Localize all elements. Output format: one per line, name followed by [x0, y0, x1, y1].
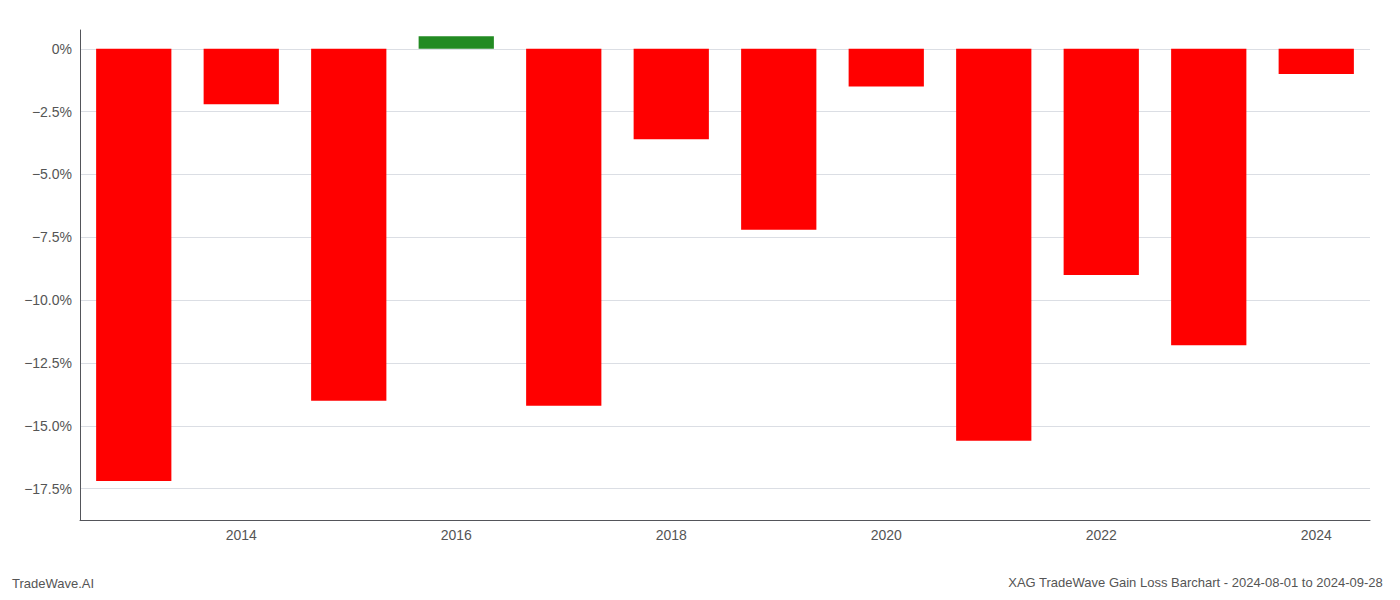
svg-text:TradeWave.AI: TradeWave.AI: [12, 576, 94, 591]
svg-text:2024: 2024: [1301, 527, 1332, 543]
svg-text:−17.5%: −17.5%: [24, 481, 72, 497]
svg-text:XAG TradeWave Gain Loss Barcha: XAG TradeWave Gain Loss Barchart - 2024-…: [1008, 575, 1383, 590]
svg-text:2014: 2014: [226, 527, 257, 543]
svg-text:−2.5%: −2.5%: [32, 104, 72, 120]
svg-text:2018: 2018: [656, 527, 687, 543]
svg-text:−12.5%: −12.5%: [24, 355, 72, 371]
svg-text:−5.0%: −5.0%: [32, 166, 72, 182]
svg-text:−15.0%: −15.0%: [24, 418, 72, 434]
svg-text:0%: 0%: [52, 41, 72, 57]
svg-text:2022: 2022: [1086, 527, 1117, 543]
svg-text:−10.0%: −10.0%: [24, 292, 72, 308]
svg-text:2020: 2020: [871, 527, 902, 543]
svg-text:2016: 2016: [441, 527, 472, 543]
svg-text:−7.5%: −7.5%: [32, 229, 72, 245]
